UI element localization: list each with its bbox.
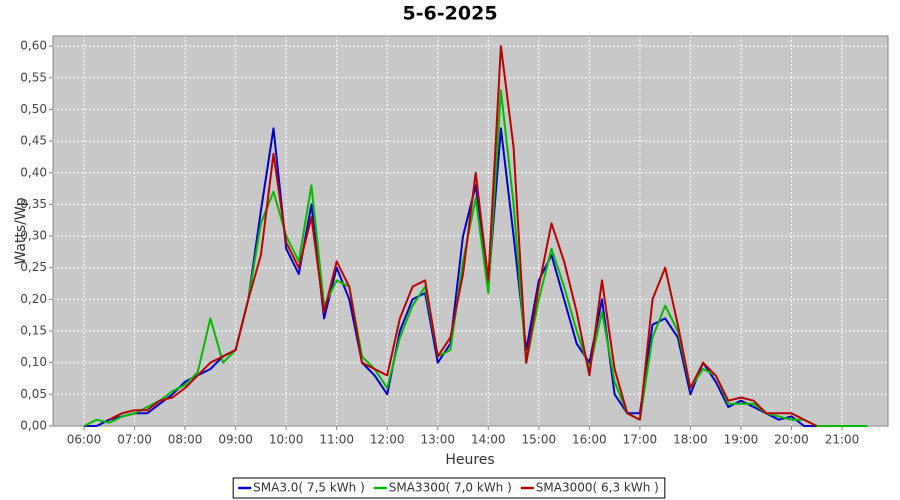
x-tick-label: 11:00 — [319, 433, 354, 447]
y-tick-label: 0,60 — [20, 39, 47, 53]
y-tick-label: 0,10 — [20, 355, 47, 369]
legend-label: SMA3.0( 7,5 kWh ) — [253, 481, 365, 495]
y-tick-label: 0,20 — [20, 292, 47, 306]
legend-box — [232, 477, 666, 499]
x-tick-label: 19:00 — [724, 433, 759, 447]
x-tick-label: 06:00 — [67, 433, 102, 447]
y-tick-label: 0,00 — [20, 419, 47, 433]
x-tick-label: 18:00 — [673, 433, 708, 447]
y-tick-label: 0,05 — [20, 387, 47, 401]
x-tick-label: 14:00 — [471, 433, 506, 447]
x-tick-label: 07:00 — [117, 433, 152, 447]
x-tick-label: 20:00 — [774, 433, 809, 447]
x-tick-label: 16:00 — [572, 433, 607, 447]
y-tick-label: 0,25 — [20, 260, 47, 274]
series-line — [83, 89, 868, 427]
y-tick-label: 0,50 — [20, 102, 47, 116]
x-tick-label: 21:00 — [825, 433, 860, 447]
plot-frame — [52, 35, 889, 427]
y-axis-label: Watts/Wp — [13, 197, 29, 264]
legend-label: SMA3000( 6,3 kWh ) — [536, 481, 659, 495]
x-tick-label: 09:00 — [218, 433, 253, 447]
y-tick-label: 0,40 — [20, 165, 47, 179]
x-tick-label: 15:00 — [522, 433, 557, 447]
x-tick-label: 12:00 — [370, 433, 405, 447]
legend-label: SMA3300( 7,0 kWh ) — [389, 481, 512, 495]
x-tick-label: 10:00 — [269, 433, 304, 447]
x-tick-label: 13:00 — [420, 433, 455, 447]
y-tick-label: 0,30 — [20, 229, 47, 243]
x-axis-label: Heures — [445, 452, 494, 468]
x-tick-label: 17:00 — [623, 433, 658, 447]
y-tick-label: 0,45 — [20, 134, 47, 148]
series-line — [108, 45, 818, 427]
plot-area — [53, 36, 888, 426]
x-tick-label: 08:00 — [168, 433, 203, 447]
y-tick-label: 0,55 — [20, 70, 47, 84]
chart-title: 5-6-2025 — [402, 3, 497, 25]
y-tick-label: 0,15 — [20, 324, 47, 338]
y-tick-label: 0,35 — [20, 197, 47, 211]
